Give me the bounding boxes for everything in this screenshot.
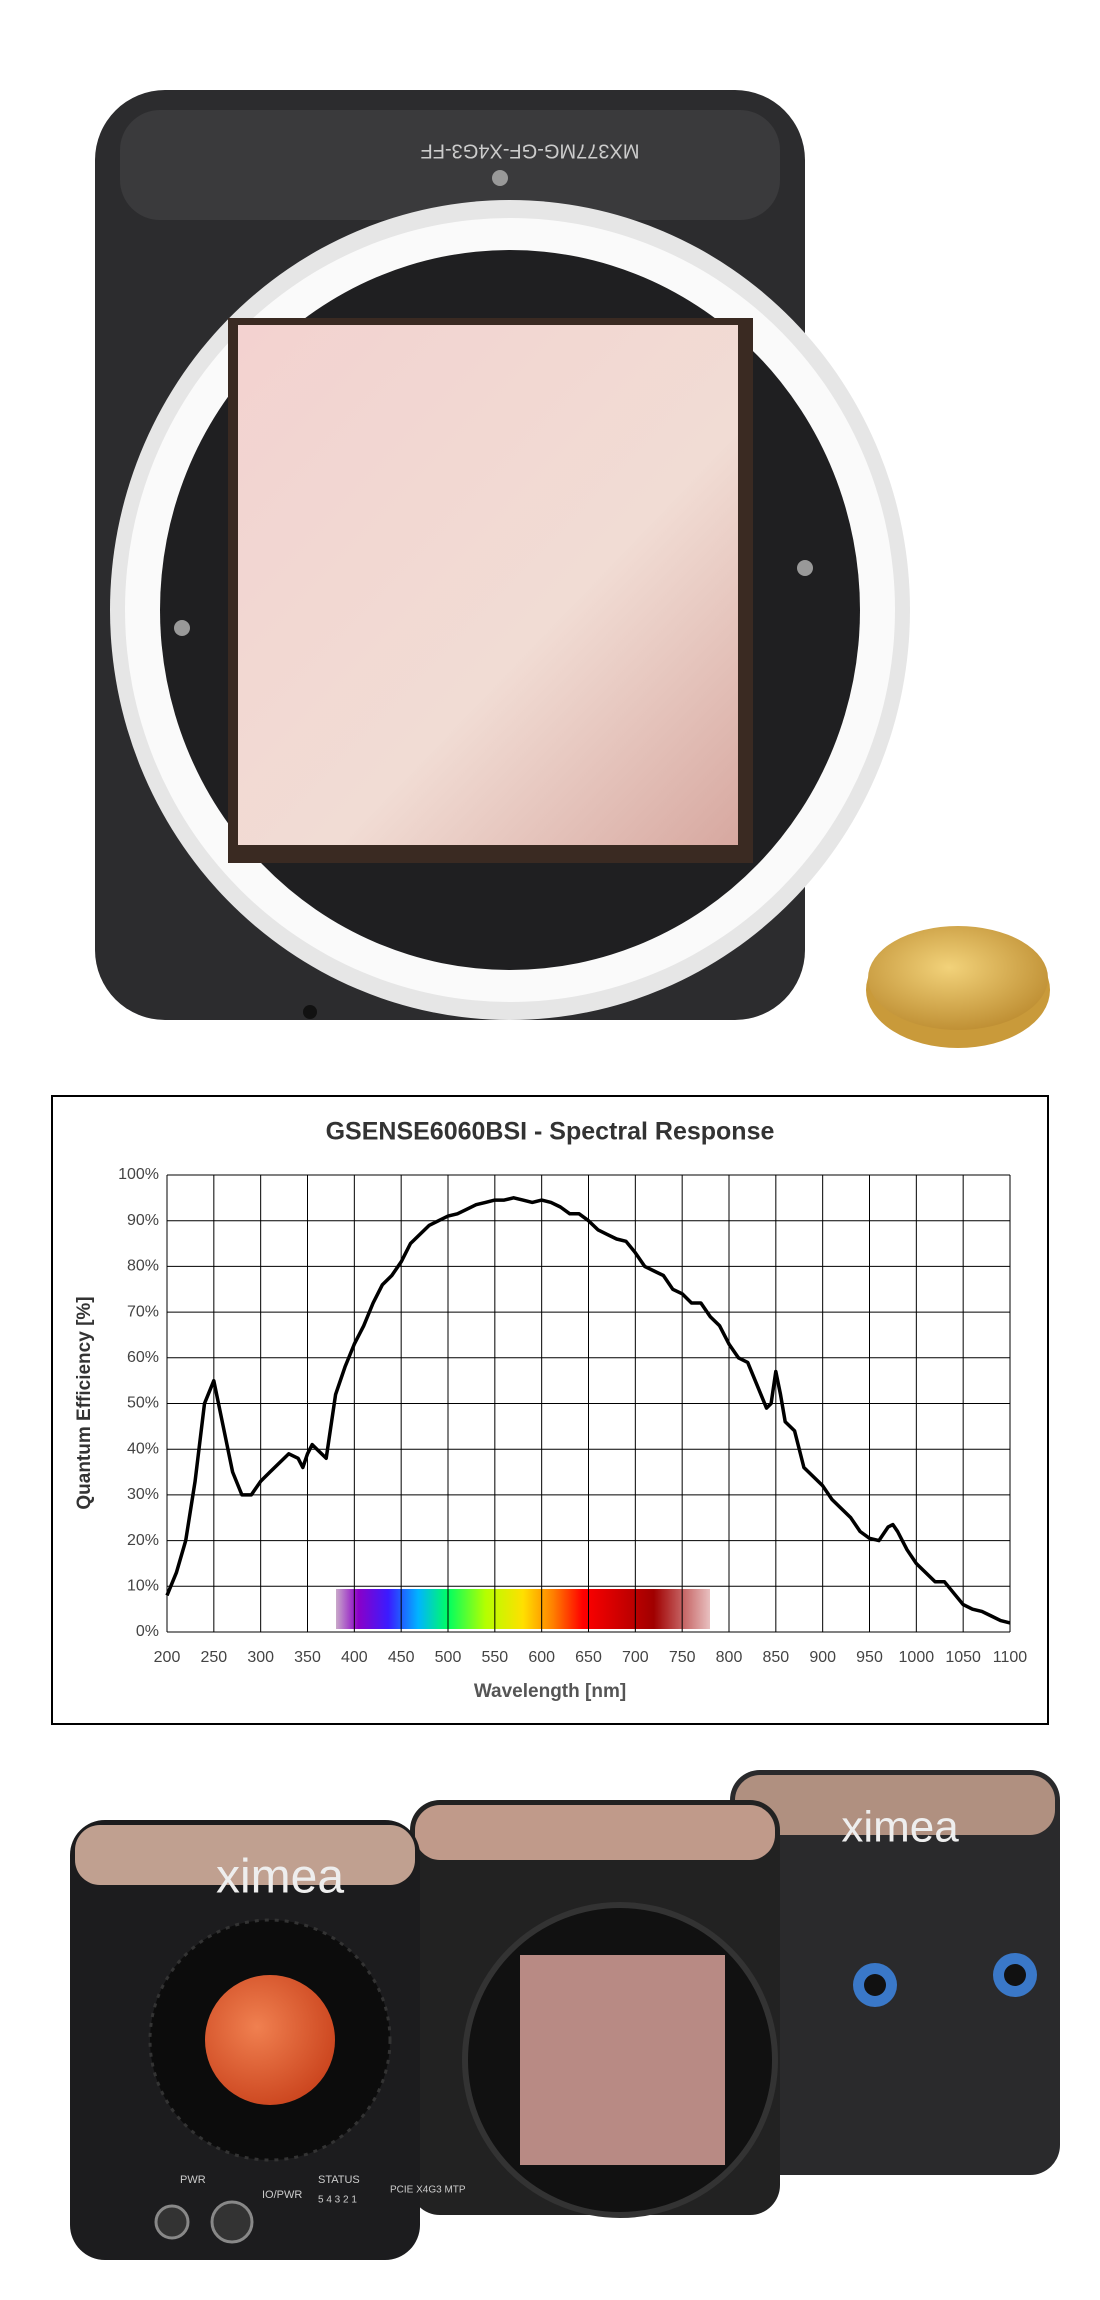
port-label: PWR: [180, 2174, 206, 2186]
led-label: 5 4 3 2 1: [318, 2195, 357, 2206]
x-tick-label: 950: [856, 1649, 883, 1666]
y-axis-label: Quantum Efficiency [%]: [74, 1296, 95, 1509]
port-label: PCIE X4G3 MTP: [390, 2185, 466, 2196]
plot-area: 0% 10% 20% 30% 40% 50% 60% 70% 80% 90% 100% 200 250 3…: [118, 1166, 1027, 1666]
spectrum-band: [336, 1589, 710, 1629]
x-tick-label: 1050: [945, 1649, 981, 1666]
cameras-photo: ximea ximea PWR IO/PWR STATUS 5 4 3 2 1 …: [70, 1770, 1060, 2260]
x-tick-label: 1100: [993, 1649, 1028, 1666]
x-tick-label: 500: [435, 1649, 462, 1666]
x-tick-label: 900: [809, 1649, 836, 1666]
port-label: IO/PWR: [262, 2189, 302, 2201]
x-tick-label: 400: [341, 1649, 368, 1666]
y-tick-label: 80%: [127, 1258, 159, 1275]
y-tick-label: 40%: [127, 1440, 159, 1457]
y-tick-label: 20%: [127, 1532, 159, 1549]
x-tick-label: 700: [622, 1649, 649, 1666]
x-tick-label: 800: [716, 1649, 743, 1666]
y-tick-label: 60%: [127, 1349, 159, 1366]
x-tick-label: 650: [575, 1649, 602, 1666]
x-tick-label: 300: [247, 1649, 274, 1666]
x-tick-label: 850: [762, 1649, 789, 1666]
x-tick-label: 250: [200, 1649, 227, 1666]
data-line: [165, 1196, 1011, 1625]
logo: ximea: [841, 1803, 959, 1852]
x-tick-label: 750: [669, 1649, 696, 1666]
x-tick-label: 200: [154, 1649, 181, 1666]
chart-title: GSENSE6060BSI - Spectral Response: [326, 1118, 775, 1146]
chart-frame: [51, 1095, 1049, 1725]
svg-text:MX377MG-GF-X4G3-FF: MX377MG-GF-X4G3-FF: [421, 140, 640, 162]
y-tick-label: 10%: [127, 1578, 159, 1595]
y-tick-label: 50%: [127, 1395, 159, 1412]
y-tick-label: 90%: [127, 1212, 159, 1229]
x-tick-label: 450: [388, 1649, 415, 1666]
y-tick-label: 30%: [127, 1486, 159, 1503]
x-tick-label: 1000: [899, 1649, 935, 1666]
logo: ximea: [216, 1851, 344, 1904]
y-tick-label: 0%: [136, 1623, 159, 1640]
x-tick-label: 550: [481, 1649, 508, 1666]
x-axis-label: Wavelength [nm]: [474, 1681, 626, 1702]
status-label: STATUS: [318, 2174, 360, 2186]
y-tick-label: 100%: [118, 1166, 159, 1183]
camera-photo: MX377MG-GF-X4G3-FF: [95, 90, 1050, 1048]
y-tick-label: 70%: [127, 1303, 159, 1320]
x-tick-label: 600: [528, 1649, 555, 1666]
x-tick-label: 350: [294, 1649, 321, 1666]
